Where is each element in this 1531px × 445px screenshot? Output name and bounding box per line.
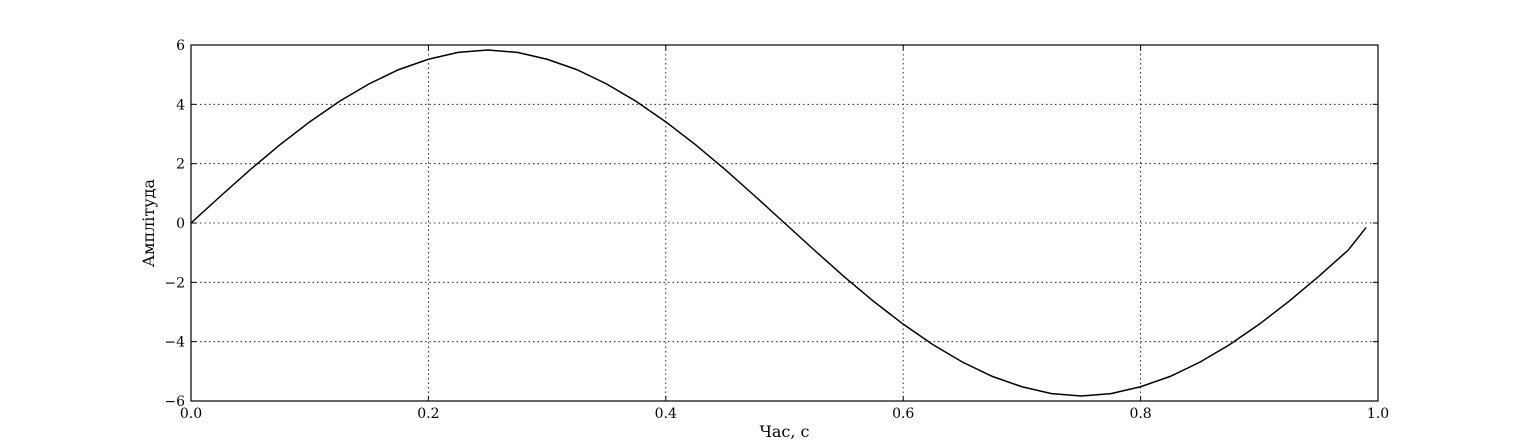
series-line-0 — [190, 49, 1367, 397]
y-tick-label: 0 — [176, 216, 185, 232]
x-tick-label: 0.6 — [892, 406, 914, 422]
y-tick-label: 2 — [176, 157, 185, 173]
grid-lines — [191, 45, 1378, 401]
x-tick-label: 0.4 — [655, 406, 677, 422]
series-group — [190, 49, 1367, 397]
x-axis-label: Час, с — [760, 422, 810, 441]
x-axis-ticks: 0.0 0.2 0.4 0.6 0.8 1.0 — [180, 45, 1389, 422]
y-axis-label: Амплітуда — [139, 178, 158, 267]
y-tick-label: 6 — [176, 38, 185, 54]
x-tick-label: 0.8 — [1129, 406, 1151, 422]
x-tick-label: 1.0 — [1367, 406, 1389, 422]
y-tick-label: −2 — [164, 275, 185, 291]
y-tick-label: 4 — [176, 97, 185, 113]
x-tick-label: 0.0 — [180, 406, 202, 422]
y-tick-label: −6 — [164, 394, 185, 410]
y-tick-label: −4 — [164, 335, 185, 351]
y-axis-ticks: −6 −4 −2 0 2 4 6 — [164, 38, 1378, 410]
x-tick-label: 0.2 — [417, 406, 439, 422]
